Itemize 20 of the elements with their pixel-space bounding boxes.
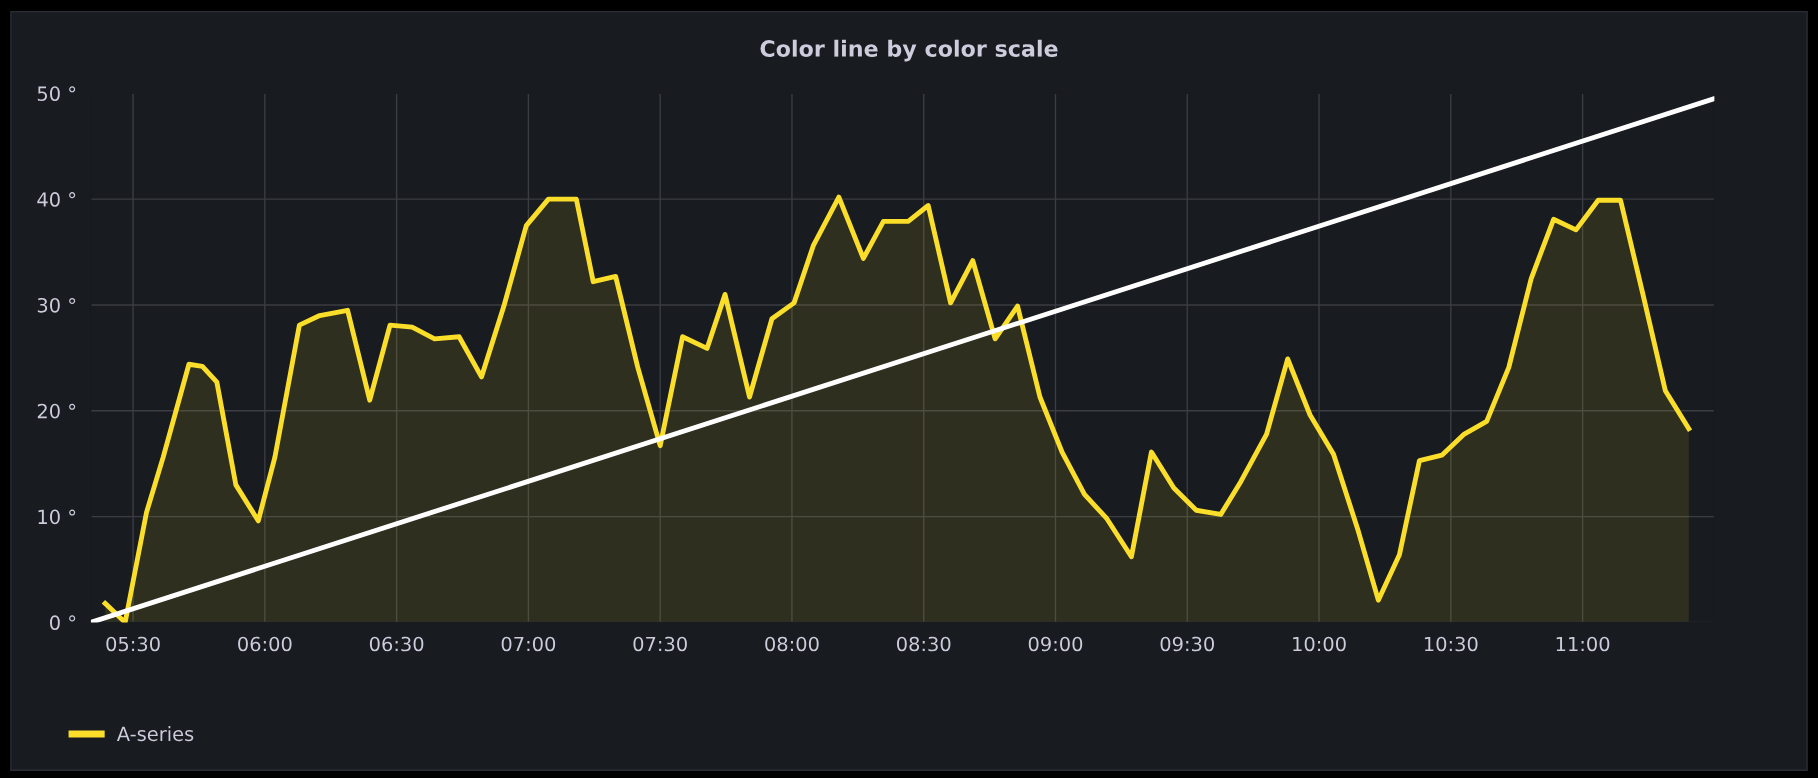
legend-label: A-series bbox=[116, 726, 194, 742]
x-tick-label: 09:30 bbox=[1160, 636, 1214, 652]
y-tick-label: 0 ° bbox=[50, 615, 76, 631]
y-tick-label: 20 ° bbox=[37, 403, 76, 419]
x-tick-label: 05:30 bbox=[106, 636, 160, 652]
x-tick-label: 06:30 bbox=[369, 636, 424, 652]
x-tick-label: 07:30 bbox=[633, 636, 687, 652]
x-tick-label: 08:00 bbox=[765, 636, 819, 652]
y-tick-label: 40 ° bbox=[37, 192, 76, 207]
x-tick-label: 10:00 bbox=[1293, 636, 1346, 652]
x-tick-label: 11:00 bbox=[1556, 636, 1610, 652]
y-tick-label: 50 ° bbox=[37, 86, 76, 102]
x-tick-label: 07:00 bbox=[501, 636, 556, 652]
x-tick-label: 08:30 bbox=[896, 636, 951, 652]
x-tick-label: 06:00 bbox=[238, 636, 292, 652]
x-tick-label: 09:00 bbox=[1028, 636, 1083, 652]
y-tick-label: 10 ° bbox=[38, 509, 76, 525]
y-tick-label: 30 ° bbox=[37, 297, 76, 313]
x-tick-label: 10:30 bbox=[1424, 636, 1478, 652]
chart-title: Color line by color scale bbox=[760, 39, 1058, 62]
